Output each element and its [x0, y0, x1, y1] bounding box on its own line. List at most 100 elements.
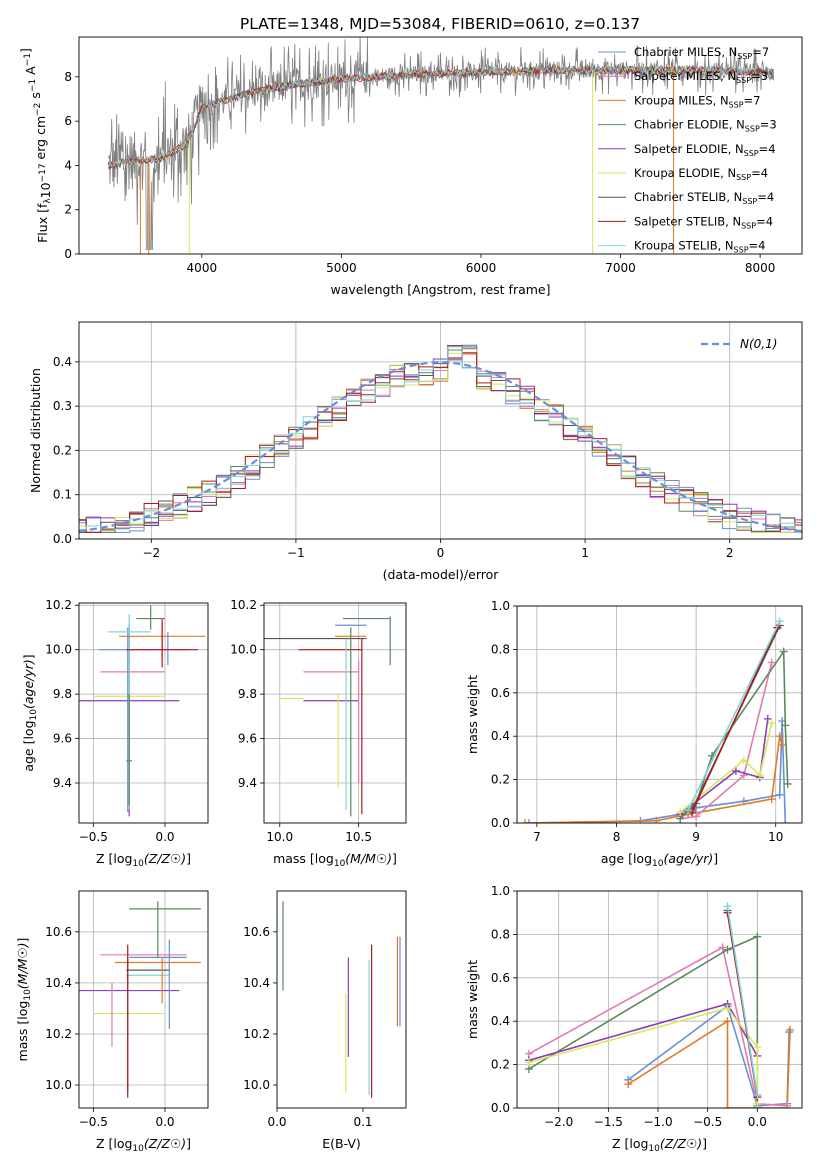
x-tick-label: 0	[437, 546, 445, 560]
weight-series-marker	[786, 1025, 795, 1034]
y-axis-label: mass weight	[465, 675, 480, 754]
weight-series-line	[528, 935, 759, 1108]
y-tick-label: 10.2	[45, 1027, 72, 1041]
x-tick-label: 0.0	[748, 1115, 767, 1129]
x-axis-label: wavelength [Angstrom, rest frame]	[330, 282, 550, 297]
panel-spectrum: 4000 5000 6000 7000 8000 0 2 4 6 8 wavelength [Ang…	[18, 36, 803, 297]
y-axis-label: Normed distribution	[28, 368, 43, 493]
y-tick-label: 9.6	[238, 732, 257, 746]
y-tick-label: 0.0	[491, 1101, 510, 1115]
weight-series-marker	[524, 819, 533, 823]
weight-series-marker	[775, 732, 784, 741]
y-tick-label: 9.4	[238, 776, 257, 790]
y-tick-label: 0.4	[53, 355, 72, 369]
y-tick-label: 0.2	[53, 443, 72, 457]
x-tick-label: 10	[768, 830, 783, 844]
y-axis-label: Flux [fλ10−17 erg cm−2 s−1 A−1]	[18, 48, 53, 243]
y-tick-label: 9.6	[53, 732, 72, 746]
axes-frame	[78, 602, 209, 824]
y-tick-label: 0.0	[53, 532, 72, 546]
x-tick-label: 0.1	[353, 1115, 372, 1129]
weight-series-marker	[753, 932, 762, 941]
x-tick-label: 4000	[187, 261, 218, 275]
y-tick-label: 0.8	[491, 927, 510, 941]
legend-entry: Kroupa STELIB, NSSP=4	[634, 239, 765, 255]
y-tick-label: 10.4	[45, 976, 72, 990]
y-tick-label: 0.1	[53, 488, 72, 502]
y-tick-label: 4	[64, 158, 72, 172]
weight-series-marker	[783, 779, 792, 788]
weight-series-marker	[779, 647, 788, 656]
x-tick-label: 0.0	[155, 830, 174, 844]
y-tick-label: 10.2	[45, 598, 72, 612]
x-tick-label: −2	[142, 546, 160, 560]
legend-entry: Salpeter MILES, NSSP=3	[634, 69, 768, 85]
y-tick-label: 0.8	[491, 642, 510, 656]
plot-area-residuals	[79, 344, 802, 533]
axes-frame	[276, 890, 407, 1109]
weight-series-line	[691, 627, 779, 813]
panel-age_vs_mass: 10.0 10.5 9.4 9.6 9.8 10.0 10.2 mass [log10(M/M…	[230, 598, 407, 869]
y-tick-label: 10.0	[243, 1078, 270, 1092]
y-tick-label: 0.6	[491, 971, 510, 985]
panel-mass_vs_Z: −0.5 0.0 10.0 10.2 10.4 10.6 Z [log10(Z/Z☉)] ma…	[15, 890, 209, 1154]
plot-area-spectrum	[107, 37, 775, 254]
y-tick-label: 0.3	[53, 399, 72, 413]
x-axis-label: E(B-V)	[322, 1136, 361, 1151]
x-tick-label: −0.5	[79, 1115, 108, 1129]
legend-entry: Kroupa ELODIE, NSSP=4	[634, 166, 768, 182]
weight-series-marker	[723, 1004, 732, 1013]
weight-series-marker	[781, 721, 790, 730]
y-axis-label: age [log10(age/yr)]	[21, 654, 39, 771]
y-axis-label: mass weight	[465, 960, 480, 1039]
weight-series-marker	[692, 812, 701, 821]
y-tick-label: 0.2	[491, 773, 510, 787]
plot-area-weight_vs_Z	[524, 902, 795, 1108]
x-tick-label: 7000	[605, 261, 636, 275]
legend-entry: Chabrier ELODIE, NSSP=3	[634, 118, 777, 134]
plot-area-weight_vs_age	[520, 617, 792, 823]
y-tick-label: 9.8	[53, 687, 72, 701]
weight-series-line	[687, 620, 781, 811]
axes-frame	[516, 890, 803, 1109]
y-axis-label: mass [log10(M/M☉)]	[15, 938, 33, 1062]
weight-series-marker	[723, 945, 732, 954]
weight-series-marker	[723, 1017, 732, 1026]
spectrum-legend: Chabrier MILES, NSSP=7 Salpeter MILES, NS…	[598, 45, 777, 255]
y-tick-label: 10.0	[45, 643, 72, 657]
axes-frame	[516, 605, 803, 824]
weight-series-line	[726, 906, 759, 1096]
x-tick-label: 2	[726, 546, 734, 560]
weight-series-marker	[775, 617, 784, 626]
axes-frame	[78, 36, 803, 255]
x-axis-label: Z [log10(Z/Z☉)]	[96, 851, 191, 869]
y-tick-label: 0.0	[491, 816, 510, 830]
legend-entry: N(0,1)	[740, 337, 777, 351]
weight-series-marker	[723, 902, 732, 911]
axes-frame	[78, 890, 209, 1109]
panel-residuals: −2 −1 0 1 2 0.0 0.1 0.2 0.3 0.4 (data-model)/error…	[28, 321, 803, 582]
y-tick-label: 1.0	[491, 599, 510, 613]
plot-area-mass_vs_Z	[79, 901, 201, 1098]
legend-entry: Salpeter STELIB, NSSP=4	[634, 214, 773, 230]
plot-area-ebv	[282, 901, 401, 1098]
weight-series-line	[627, 1019, 791, 1108]
y-tick-label: 10.6	[45, 925, 72, 939]
x-tick-label: −0.5	[79, 830, 108, 844]
residual-histogram	[79, 345, 802, 533]
weight-series-marker	[753, 1043, 762, 1052]
panel-weight_vs_Z: −2.0 −1.5 −1.0 −0.5 0.0 0.0 0.2 0.4 0.6 0.8 1.0 mas…	[465, 884, 803, 1154]
plot-area-age_vs_Z	[79, 605, 206, 817]
weight-series-marker	[524, 1058, 533, 1067]
x-tick-label: 8	[613, 830, 621, 844]
weight-series-line	[679, 723, 773, 813]
legend-entry: Chabrier STELIB, NSSP=4	[634, 190, 774, 206]
weight-series-marker	[783, 1101, 792, 1108]
x-axis-label: age [log10(age/yr)]	[601, 851, 718, 869]
y-tick-label: 0.4	[491, 1014, 510, 1028]
weight-series-marker	[624, 1080, 633, 1089]
weight-series-marker	[778, 740, 787, 749]
weight-series-marker	[767, 658, 776, 667]
panel-ebv: 0.0 0.1 10.0 10.2 10.4 10.6 E(B-V)	[243, 890, 407, 1151]
